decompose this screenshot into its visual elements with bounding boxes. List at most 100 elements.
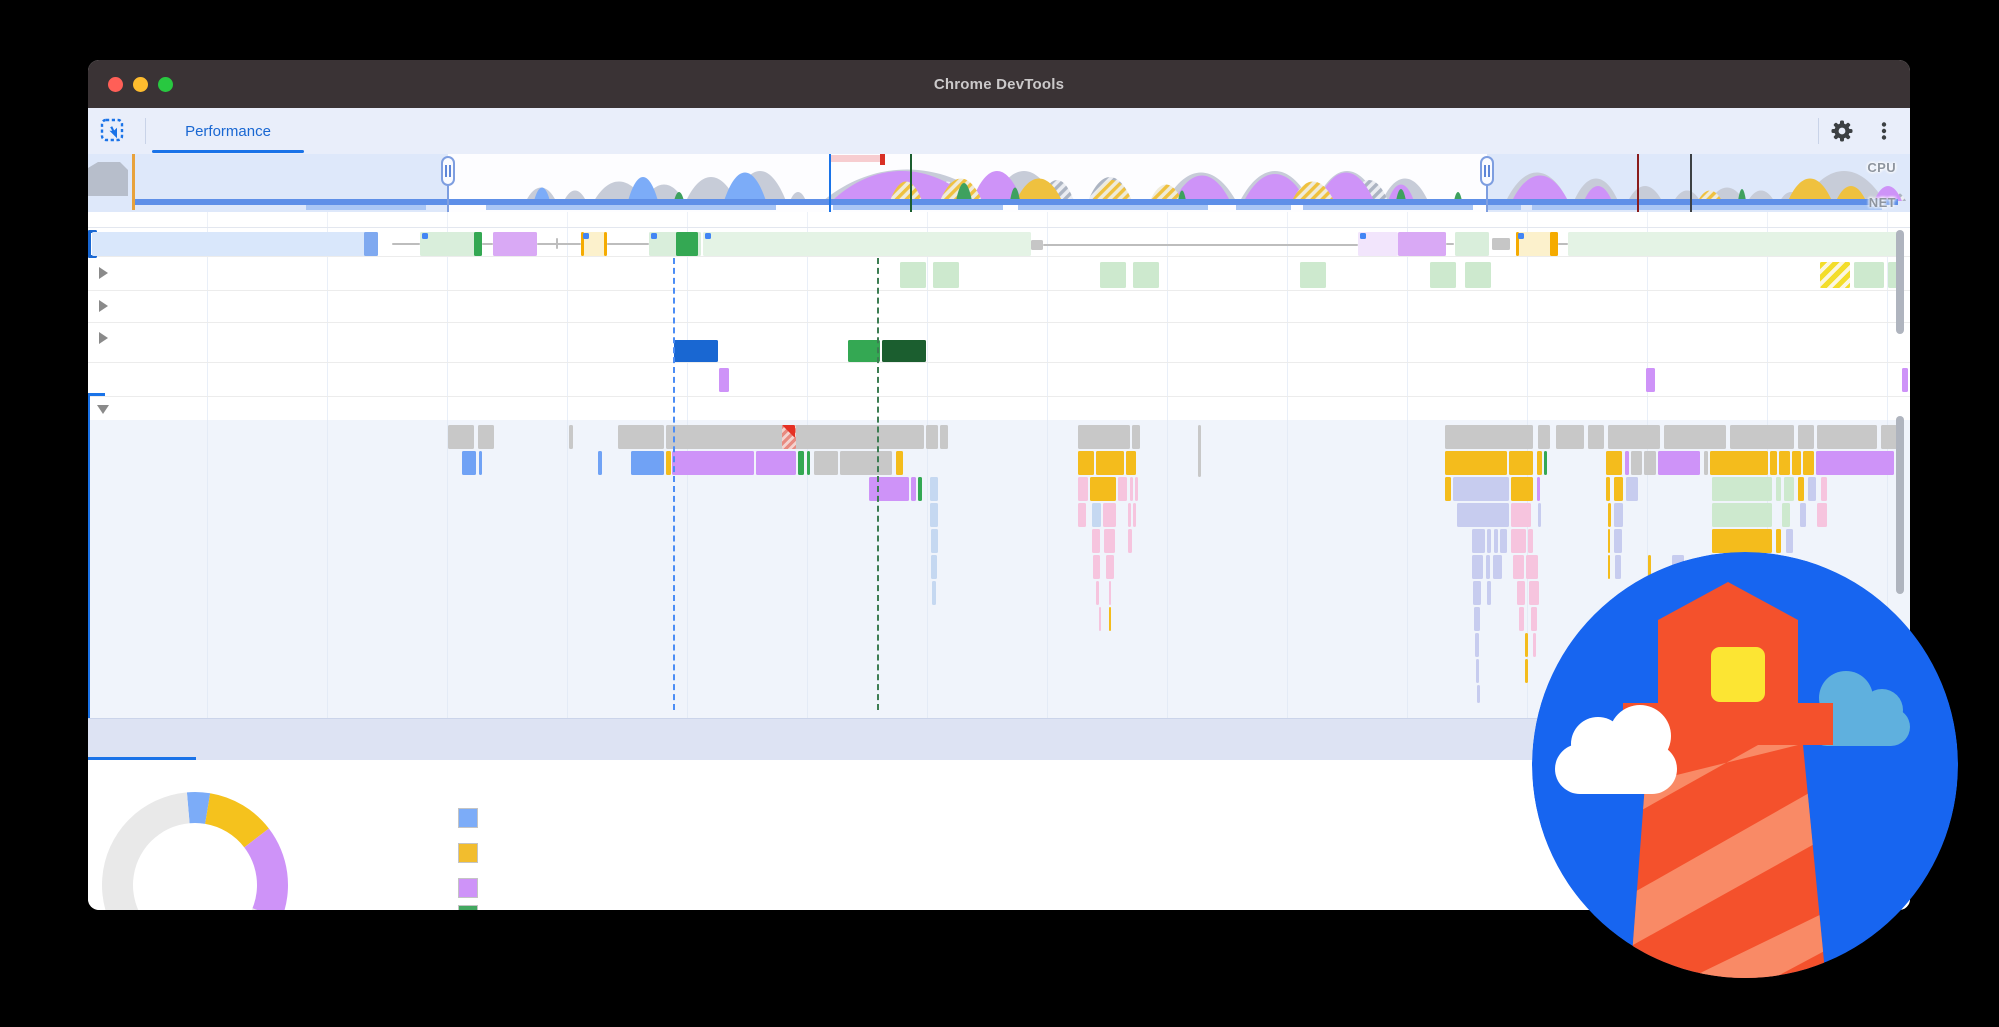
flame-bar[interactable]	[1500, 529, 1507, 553]
flame-bar[interactable]	[1784, 477, 1794, 501]
flame-bar[interactable]	[848, 340, 880, 362]
flame-bar[interactable]	[1779, 451, 1790, 475]
flame-bar[interactable]	[1626, 477, 1638, 501]
flame-bar[interactable]	[1608, 555, 1610, 579]
flame-bar[interactable]	[1517, 581, 1525, 605]
flame-bar[interactable]	[1360, 233, 1366, 239]
title-bar[interactable]: Chrome DevTools	[88, 60, 1910, 108]
flame-bar[interactable]	[1043, 244, 1358, 246]
flame-bar[interactable]	[1782, 503, 1790, 527]
flame-bar[interactable]	[674, 340, 718, 362]
flame-bar[interactable]	[1093, 555, 1100, 579]
flame-bar[interactable]	[474, 232, 482, 256]
flame-bar[interactable]	[478, 425, 494, 449]
track-toggle-frames[interactable]	[99, 267, 108, 279]
flame-bar[interactable]	[1096, 581, 1099, 605]
flame-bar[interactable]	[1090, 477, 1116, 501]
timeline-overview[interactable]: CPU NET	[88, 154, 1910, 212]
flame-bar[interactable]	[900, 262, 926, 288]
flame-bar[interactable]	[1476, 659, 1479, 683]
flame-bar[interactable]	[807, 451, 810, 475]
track-toggle-timings[interactable]	[99, 300, 108, 312]
flame-bar[interactable]	[1472, 555, 1483, 579]
flame-bar[interactable]	[1519, 607, 1524, 631]
flame-bar[interactable]	[1770, 451, 1777, 475]
flame-bar[interactable]	[1526, 555, 1538, 579]
flame-bar[interactable]	[1446, 243, 1454, 245]
flame-bar[interactable]	[1445, 425, 1533, 449]
flame-bar[interactable]	[479, 451, 482, 475]
scrollbar-thumb-top[interactable]	[1896, 230, 1904, 334]
flame-bar[interactable]	[1130, 477, 1133, 501]
flame-bar[interactable]	[537, 243, 581, 245]
flame-bar[interactable]	[1109, 581, 1111, 605]
flame-bar[interactable]	[882, 340, 926, 362]
flame-bar[interactable]	[1558, 243, 1568, 245]
flame-bar[interactable]	[918, 477, 922, 501]
flame-bar[interactable]	[1808, 477, 1816, 501]
flame-bar[interactable]	[1525, 633, 1528, 657]
flame-bar[interactable]	[392, 243, 420, 245]
flame-bar[interactable]	[1614, 477, 1623, 501]
flame-bar[interactable]	[1817, 425, 1877, 449]
flame-bar[interactable]	[1776, 529, 1781, 553]
flame-bar[interactable]	[1816, 451, 1894, 475]
flame-bar[interactable]	[1128, 529, 1132, 553]
track-toggle-main[interactable]	[97, 405, 109, 414]
flame-bar[interactable]	[1118, 477, 1127, 501]
flame-bar[interactable]	[1031, 240, 1043, 250]
flame-bar[interactable]	[1133, 262, 1159, 288]
flame-bar[interactable]	[581, 232, 584, 256]
flame-bar[interactable]	[756, 451, 796, 475]
flame-bar[interactable]	[1544, 451, 1547, 475]
flame-bar[interactable]	[482, 243, 493, 245]
flame-bar[interactable]	[1538, 425, 1550, 449]
flame-bar[interactable]	[1537, 477, 1540, 501]
flame-bar[interactable]	[1092, 503, 1101, 527]
flame-bar[interactable]	[1608, 425, 1660, 449]
track-toggle-interactions[interactable]	[99, 332, 108, 344]
flame-bar[interactable]	[1132, 425, 1140, 449]
flame-bar[interactable]	[1800, 503, 1806, 527]
flame-bar[interactable]	[1881, 425, 1897, 449]
flame-bar[interactable]	[1100, 262, 1126, 288]
inspect-element-button[interactable]	[100, 118, 126, 144]
flame-bar[interactable]	[1133, 503, 1136, 527]
flame-bar[interactable]	[1099, 607, 1101, 631]
flame-bar[interactable]	[364, 232, 378, 256]
flame-bar[interactable]	[1568, 232, 1898, 256]
window-handle-left[interactable]	[441, 156, 455, 186]
flame-bar[interactable]	[1625, 451, 1629, 475]
flame-bar[interactable]	[798, 451, 804, 475]
flame-bar[interactable]	[1798, 425, 1814, 449]
flame-bar[interactable]	[1078, 477, 1088, 501]
flame-bar[interactable]	[1398, 232, 1446, 256]
flame-bar[interactable]	[1710, 451, 1768, 475]
flame-bar[interactable]	[1821, 477, 1827, 501]
flame-bar[interactable]	[1528, 529, 1533, 553]
flame-bar[interactable]	[1472, 529, 1485, 553]
flame-bar[interactable]	[1531, 607, 1537, 631]
flame-bar[interactable]	[1712, 503, 1772, 527]
flame-bar[interactable]	[462, 451, 476, 475]
flame-bar[interactable]	[1474, 607, 1480, 631]
flame-bar[interactable]	[1704, 451, 1708, 475]
flame-bar[interactable]	[1493, 555, 1502, 579]
settings-button[interactable]	[1830, 119, 1854, 143]
flame-bar[interactable]	[651, 233, 657, 239]
flame-bar[interactable]	[422, 233, 428, 239]
flame-bar[interactable]	[911, 477, 916, 501]
flame-bar[interactable]	[1106, 555, 1114, 579]
flame-bar[interactable]	[1588, 425, 1604, 449]
flame-bar[interactable]	[604, 232, 607, 256]
flame-bar[interactable]	[1712, 477, 1772, 501]
flame-bar[interactable]	[1103, 503, 1116, 527]
more-options-button[interactable]	[1872, 119, 1896, 143]
scrollbar-thumb-main[interactable]	[1896, 416, 1904, 594]
flame-bar[interactable]	[1712, 529, 1772, 553]
flame-bar[interactable]	[420, 232, 482, 256]
flame-bar[interactable]	[607, 243, 649, 245]
flame-bar[interactable]	[1511, 477, 1533, 501]
flame-bar[interactable]	[840, 451, 892, 475]
flame-bar[interactable]	[569, 425, 573, 449]
